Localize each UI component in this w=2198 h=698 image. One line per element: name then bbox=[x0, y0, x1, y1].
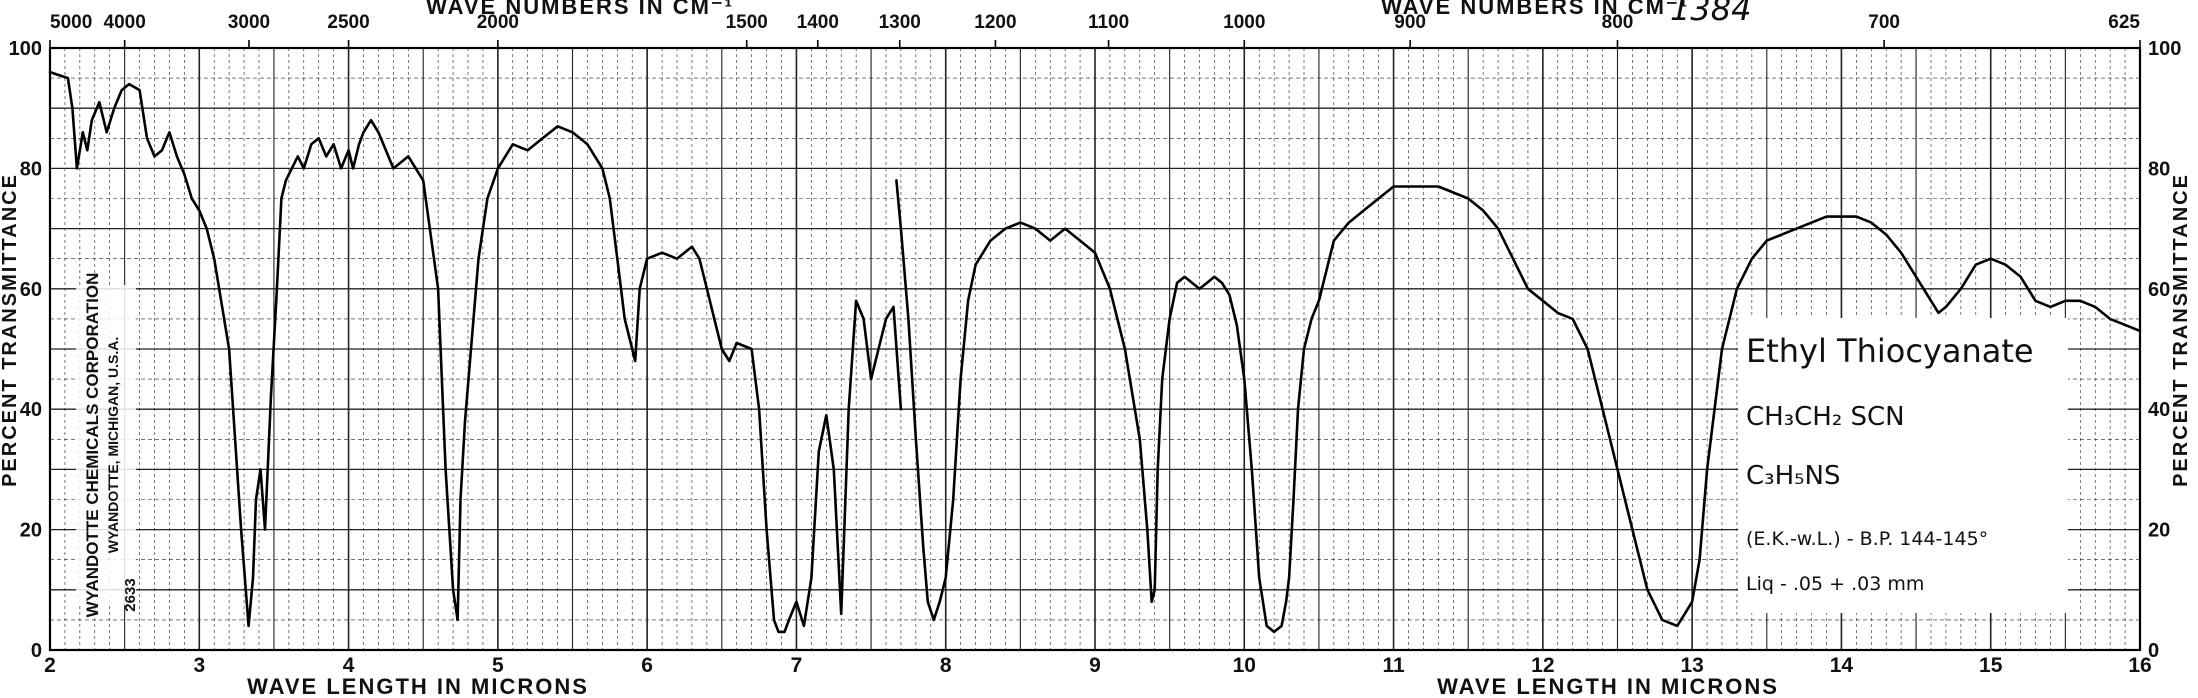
right-axis-label: PERCENT TRANSMITTANCE bbox=[2170, 173, 2192, 487]
boiling-point-note: (E.K.-w.L.) - B.P. 144-145° bbox=[1746, 528, 1988, 550]
y-tick-label-left: 100 bbox=[9, 38, 42, 60]
top-tick-label: 3000 bbox=[228, 12, 270, 33]
y-tick-label-left: 20 bbox=[20, 520, 42, 542]
bottom-axis-label-left: WAVE LENGTH IN MICRONS bbox=[247, 674, 589, 698]
top-tick-label: 1100 bbox=[1088, 12, 1129, 33]
top-tick-label: 1500 bbox=[726, 12, 768, 33]
y-tick-label-left: 80 bbox=[20, 158, 42, 180]
x-tick-label: 7 bbox=[791, 654, 803, 677]
x-tick-label: 9 bbox=[1089, 654, 1101, 677]
top-tick-label: 1200 bbox=[974, 12, 1016, 33]
sample-note: Liq - .05 + .03 mm bbox=[1746, 573, 1924, 595]
x-tick-label: 3 bbox=[193, 654, 205, 677]
top-tick-label: 700 bbox=[1868, 12, 1900, 33]
y-tick-label-right: 40 bbox=[2148, 399, 2170, 421]
spectrum-trace bbox=[48, 70, 903, 634]
compound-annotation: Ethyl Thiocyanate CH₃CH₂ SCN C₃H₅NS (E.K… bbox=[1738, 318, 2068, 613]
top-tick-label: 625 bbox=[2108, 12, 2140, 33]
y-tick-label-right: 100 bbox=[2148, 38, 2181, 60]
y-tick-label-right: 20 bbox=[2148, 520, 2170, 542]
x-tick-label: 6 bbox=[641, 654, 653, 677]
plot-frame bbox=[48, 46, 2142, 652]
x-tick-label: 10 bbox=[1233, 654, 1256, 677]
spectrum-series bbox=[48, 70, 2142, 634]
top-tick-label: 1000 bbox=[1223, 12, 1265, 33]
top-tick-label: 1400 bbox=[797, 12, 839, 33]
corp-location: WYANDOTTE, MICHIGAN, U.S.A. bbox=[105, 337, 121, 554]
x-tick-label: 13 bbox=[1680, 654, 1703, 677]
y-tick-label-right: 0 bbox=[2148, 640, 2159, 662]
top-tick-label: 900 bbox=[1394, 12, 1426, 33]
top-tick-label: 1300 bbox=[879, 12, 921, 33]
plot-border bbox=[48, 46, 2142, 652]
y-tick-label-left: 60 bbox=[20, 279, 42, 301]
top-tick-label: 800 bbox=[1602, 12, 1634, 33]
x-tick-label: 4 bbox=[343, 654, 355, 677]
top-tick-label: 5000 bbox=[50, 12, 92, 33]
top-tick-label: 2500 bbox=[327, 12, 369, 33]
corporation-stamp: WYANDOTTE CHEMICALS CORPORATION WYANDOTT… bbox=[76, 273, 139, 618]
x-tick-label: 16 bbox=[2128, 654, 2151, 677]
left-axis-label: PERCENT TRANSMITTANCE bbox=[0, 173, 21, 487]
x-tick-label: 12 bbox=[1531, 654, 1554, 677]
x-tick-label: 14 bbox=[1830, 654, 1854, 677]
y-tick-label-left: 40 bbox=[20, 399, 42, 421]
top-axis-label-left: WAVE NUMBERS IN CM⁻¹ bbox=[426, 0, 734, 19]
form-number: 2633 bbox=[122, 578, 139, 611]
molecular-formula: C₃H₅NS bbox=[1746, 461, 1841, 491]
y-tick-label-right: 60 bbox=[2148, 279, 2170, 301]
y-tick-label-right: 80 bbox=[2148, 158, 2170, 180]
bottom-axis-label-right: WAVE LENGTH IN MICRONS bbox=[1437, 674, 1779, 698]
x-tick-label: 11 bbox=[1382, 654, 1405, 677]
top-tick-label: 2000 bbox=[477, 12, 519, 33]
spectrum-trace bbox=[895, 179, 2142, 634]
x-tick-label: 15 bbox=[1979, 654, 2003, 677]
x-tick-label: 2 bbox=[44, 654, 56, 677]
y-tick-label-left: 0 bbox=[31, 640, 42, 662]
x-tick-label: 5 bbox=[492, 654, 504, 677]
corp-name: WYANDOTTE CHEMICALS CORPORATION bbox=[83, 273, 102, 618]
top-tick-label: 4000 bbox=[104, 12, 146, 33]
top-axis-label-right: WAVE NUMBERS IN CM⁻¹ bbox=[1381, 0, 1689, 19]
catalog-number: 1384 bbox=[1670, 0, 1751, 28]
compound-name: Ethyl Thiocyanate bbox=[1746, 332, 2034, 370]
structural-formula: CH₃CH₂ SCN bbox=[1746, 402, 1905, 432]
x-tick-label: 8 bbox=[940, 654, 952, 677]
